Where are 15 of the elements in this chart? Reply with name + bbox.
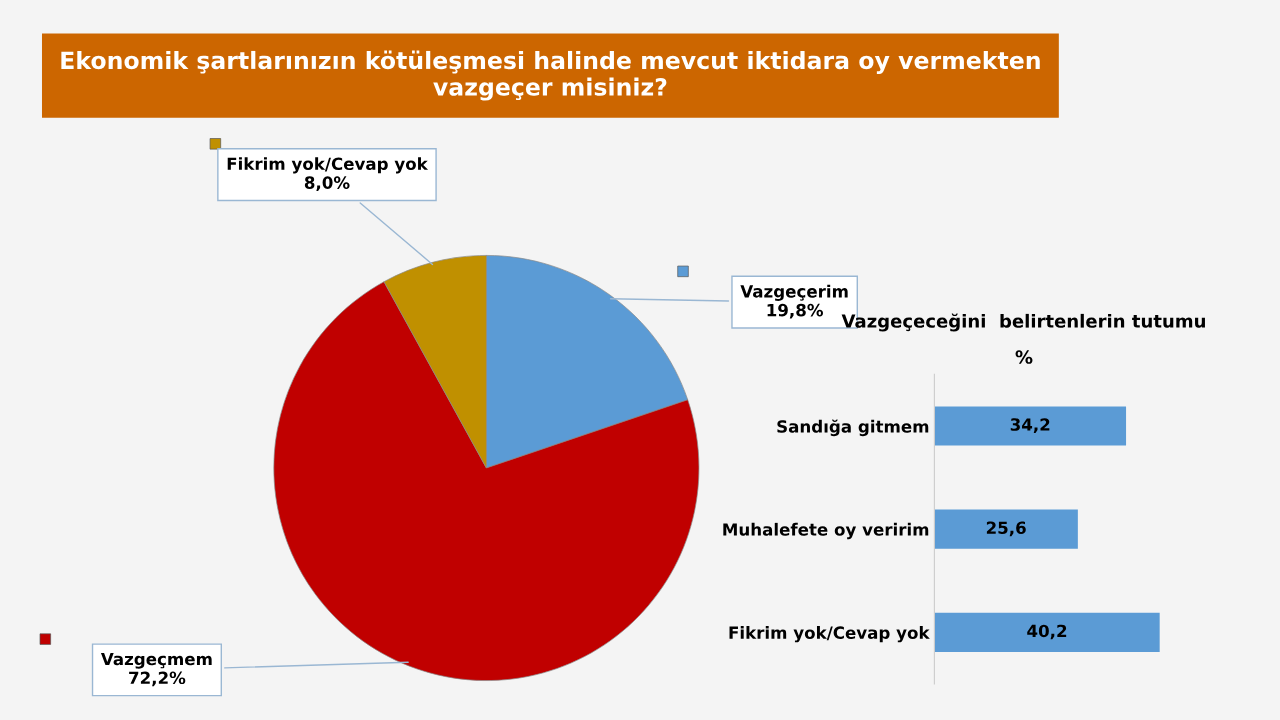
data-label: 72,2% [129, 671, 186, 687]
chart-title: Ekonomik şartlarınızın kötüleşmesi halinde mevcut iktidara oy vermekten vazgeçer misiniz? [61, 50, 1040, 101]
slice-label: Vazgeçerim [740, 284, 848, 301]
data-label: 34,2 [1010, 418, 1050, 433]
data-label: 19,8% [767, 303, 824, 319]
y-tick-label: Muhalefete oy veririm [723, 522, 929, 540]
y-tick-label: Fikrim yok/Cevap yok [729, 626, 930, 643]
data-label: 40,2 [1027, 624, 1067, 640]
data-label: 25,6 [986, 521, 1026, 537]
y-tick-label: Sandığa gitmem [777, 419, 929, 437]
slice-label: Vazgeçmem [100, 652, 212, 669]
chart-subtitle: % [1015, 350, 1033, 364]
data-label: 8,0% [304, 176, 350, 192]
chart-title: Vazgeçeceğini belirtenlerin tutumu [841, 313, 1205, 332]
legend-label: Fikrim yok/Cevap yok [227, 157, 429, 174]
